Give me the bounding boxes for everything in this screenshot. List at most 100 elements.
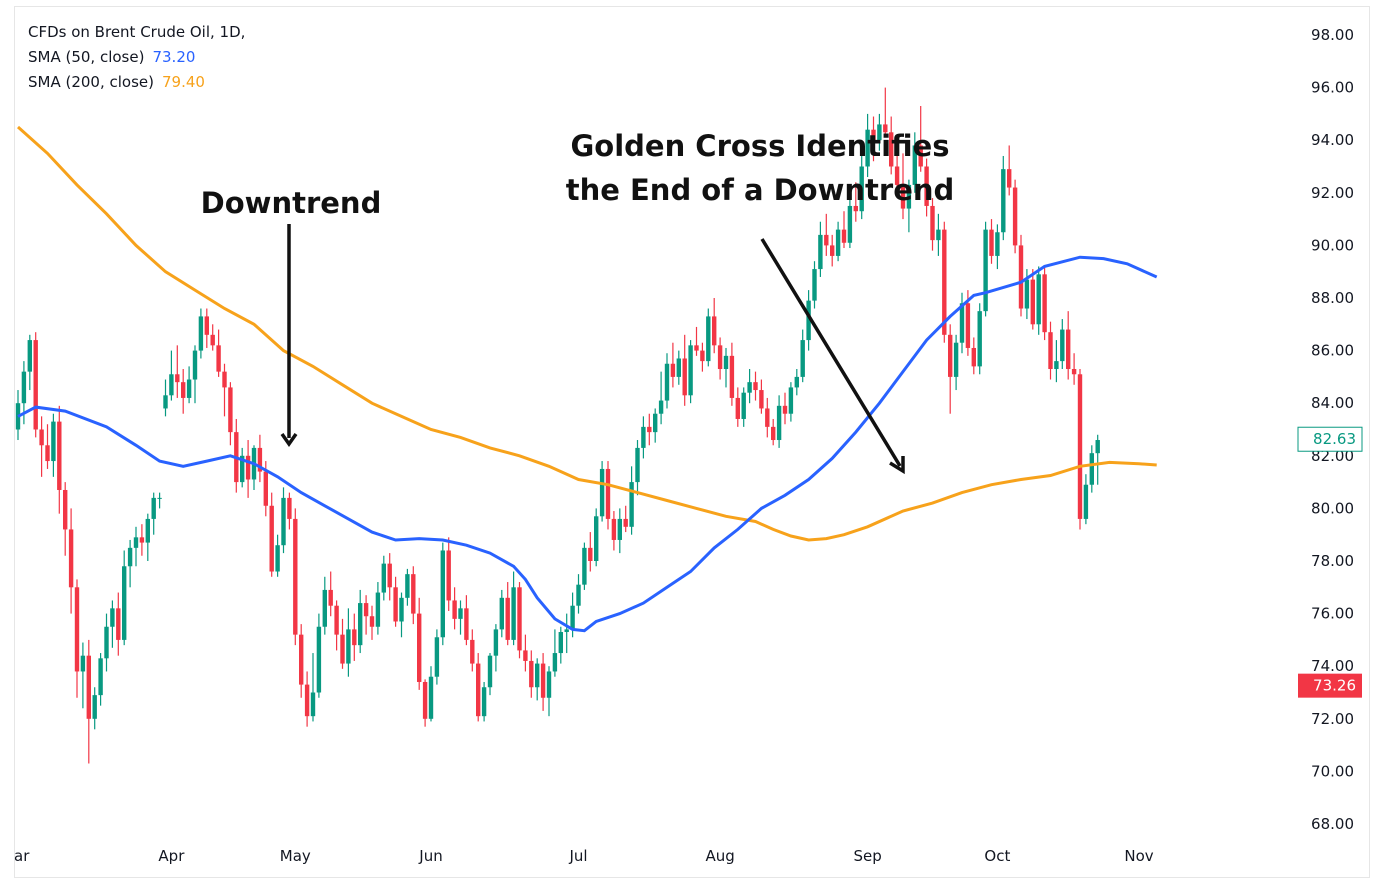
candle-body [240,455,245,483]
candle-body [1077,374,1083,519]
candle-body [428,676,434,719]
candle-body [900,184,906,209]
candle-body [39,429,44,446]
y-tick-label: 96.00 [1311,79,1354,97]
golden-cross-line-2: the End of a Downtrend [565,173,955,207]
candle-body [80,655,86,672]
candle-body [245,455,251,480]
candle-body [706,316,711,362]
candle-body [417,613,422,682]
downtrend-annotation: Downtrend [200,186,382,220]
legend-sma50-name: SMA (50, close) [28,48,145,66]
candle-body [741,392,746,419]
candle-body [576,584,581,606]
candle-body [700,350,705,362]
candle-body [440,550,445,638]
candle-body [192,350,198,380]
candle-body [818,234,823,270]
candle-body [676,358,681,377]
golden-cross-arrow-shaft [760,238,902,467]
legend-sma50-value: 73.20 [152,48,196,66]
candle-body [487,655,493,688]
candle-body [181,382,186,398]
sma-layer [16,125,1158,633]
y-tick-label: 98.00 [1311,26,1354,44]
candle-body [1071,369,1077,375]
candle-body [529,660,534,688]
candle-body [853,205,858,212]
candle-body [546,671,552,698]
candle-body [694,345,699,351]
candle-body [269,505,274,572]
candle-body [712,316,717,346]
candle-body [51,421,56,462]
candle-body [540,663,546,698]
candle-body [570,605,575,630]
candle-body [352,629,357,646]
candle-layer [15,87,1100,764]
candle-body [936,229,941,241]
price-badge-label: 82.63 [1313,430,1356,448]
candle-body [953,342,959,377]
candle-body [558,632,563,654]
candle-body [21,371,27,404]
candle-body [641,426,646,448]
legend-sma200-name: SMA (200, close) [28,73,154,91]
candle-body [871,129,876,141]
candle-body [989,229,994,256]
candle-body [771,426,776,441]
candle-body [116,608,121,640]
candle-body [552,653,558,672]
candle-body [523,650,528,661]
candle-body [210,334,215,346]
candle-body [169,374,174,396]
candle-body [1001,169,1006,233]
candle-body [517,587,522,651]
golden-cross-arrow-head [889,456,905,475]
y-tick-label: 72.00 [1311,710,1354,728]
x-tick-label: Oct [984,847,1010,865]
y-tick-label: 70.00 [1311,762,1354,780]
candle-body [222,371,227,388]
y-tick-label: 78.00 [1311,552,1354,570]
candle-body [422,681,428,719]
last-price-badge [1298,673,1362,698]
candle-body [446,550,451,601]
candle-body [275,545,280,572]
candle-body [263,471,268,506]
y-tick-label: 90.00 [1311,236,1354,254]
y-tick-label: 74.00 [1311,657,1354,675]
candle-body [322,589,327,627]
candle-body [63,489,68,530]
candle-body [658,400,664,414]
candle-body [293,518,298,635]
candle-body [995,232,1000,256]
candle-body [924,166,929,206]
candle-body [788,387,794,414]
candle-body [782,405,788,414]
annotation-arrows [280,224,905,475]
candle-body [145,518,150,543]
candle-body [1018,245,1024,309]
candle-body [405,574,410,598]
candle-body [1042,274,1047,333]
candle-body [163,395,168,409]
candle-body [393,587,398,622]
candle-body [948,334,953,377]
sma50-line [17,255,1158,633]
candle-body [68,529,74,588]
candle-body [599,468,605,517]
candle-body [859,166,864,212]
candle-body [316,626,322,693]
candle-body [157,497,162,499]
candle-body [304,684,310,717]
candle-body [623,518,628,527]
candle-body [806,300,811,341]
candle-body [175,374,180,383]
legend-sma200-value: 79.40 [162,73,205,91]
candle-body [139,537,145,543]
candle-body [122,566,127,640]
candle-body [765,408,770,427]
candle-body [605,468,611,519]
